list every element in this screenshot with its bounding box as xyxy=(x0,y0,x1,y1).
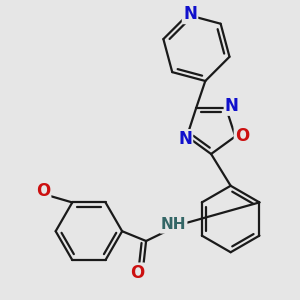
Text: O: O xyxy=(36,182,50,200)
Text: O: O xyxy=(235,128,249,146)
Text: NH: NH xyxy=(161,218,186,232)
Text: N: N xyxy=(178,130,192,148)
Text: N: N xyxy=(183,5,197,23)
Text: O: O xyxy=(130,264,144,282)
Text: N: N xyxy=(225,97,239,115)
